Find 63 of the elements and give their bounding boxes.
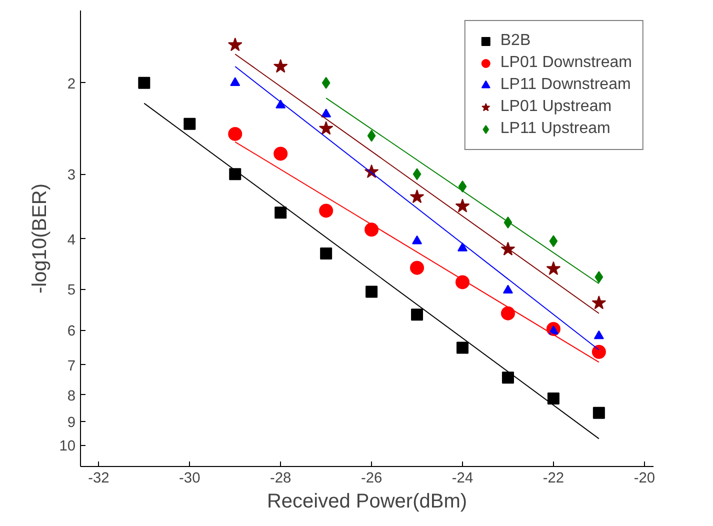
point: [276, 100, 286, 108]
x-tick-label: -24: [452, 470, 474, 486]
y-axis-title: -log10(BER): [29, 183, 52, 294]
legend-label: LP11 Downstream: [500, 76, 631, 94]
point: [592, 406, 605, 419]
point: [412, 235, 422, 244]
y-tick-label: 10: [59, 438, 76, 455]
y-tick-label: 2: [67, 76, 76, 92]
point: [500, 242, 516, 256]
point: [456, 342, 468, 354]
point: [184, 118, 196, 130]
point: [549, 235, 558, 248]
point: [367, 130, 376, 142]
point: [546, 261, 561, 275]
point: [274, 206, 287, 219]
y-tick-label: 7: [67, 358, 76, 374]
point: [412, 168, 422, 180]
point: [456, 275, 470, 290]
point: [592, 296, 606, 310]
x-tick-label: -20: [634, 470, 655, 486]
point: [455, 198, 470, 212]
x-tick-label: -26: [360, 470, 382, 486]
x-tick-label: -32: [88, 470, 110, 486]
point: [322, 76, 330, 89]
point: [364, 222, 379, 237]
point: [228, 126, 242, 141]
point: [594, 271, 604, 284]
y-tick-label: 3: [67, 168, 76, 184]
point: [458, 180, 467, 193]
point: [500, 306, 515, 320]
y-tick-label: 5: [67, 282, 76, 299]
y-tick-label: 4: [67, 232, 76, 248]
point: [274, 146, 288, 161]
point: [458, 242, 468, 252]
x-axis-title: Received Power(dBm): [266, 490, 468, 512]
point: [592, 344, 606, 359]
legend-label: B2B: [500, 32, 531, 50]
point: [229, 168, 242, 180]
legend-label: LP11 Upstream: [500, 120, 610, 138]
point: [318, 121, 334, 135]
point: [502, 284, 513, 294]
point: [411, 308, 424, 321]
x-tick-label: -28: [270, 470, 292, 486]
y-tick-label: 8: [67, 388, 76, 404]
point: [594, 330, 604, 340]
y-tick-label: 9: [67, 414, 76, 431]
point: [366, 286, 378, 298]
point: [230, 77, 240, 86]
point: [320, 248, 332, 260]
legend-label: LP01 Downstream: [500, 54, 632, 72]
point: [273, 59, 288, 73]
point: [319, 204, 334, 218]
y-tick-label: 6: [67, 324, 76, 340]
x-tick-label: -22: [542, 470, 564, 486]
point: [228, 37, 242, 52]
point: [410, 189, 424, 204]
point: [502, 372, 514, 384]
point: [321, 108, 332, 118]
x-tick-label: -30: [179, 470, 200, 486]
legend-label: LP01 Upstream: [500, 98, 612, 116]
point: [410, 260, 424, 275]
point: [547, 392, 560, 404]
point: [138, 76, 150, 89]
